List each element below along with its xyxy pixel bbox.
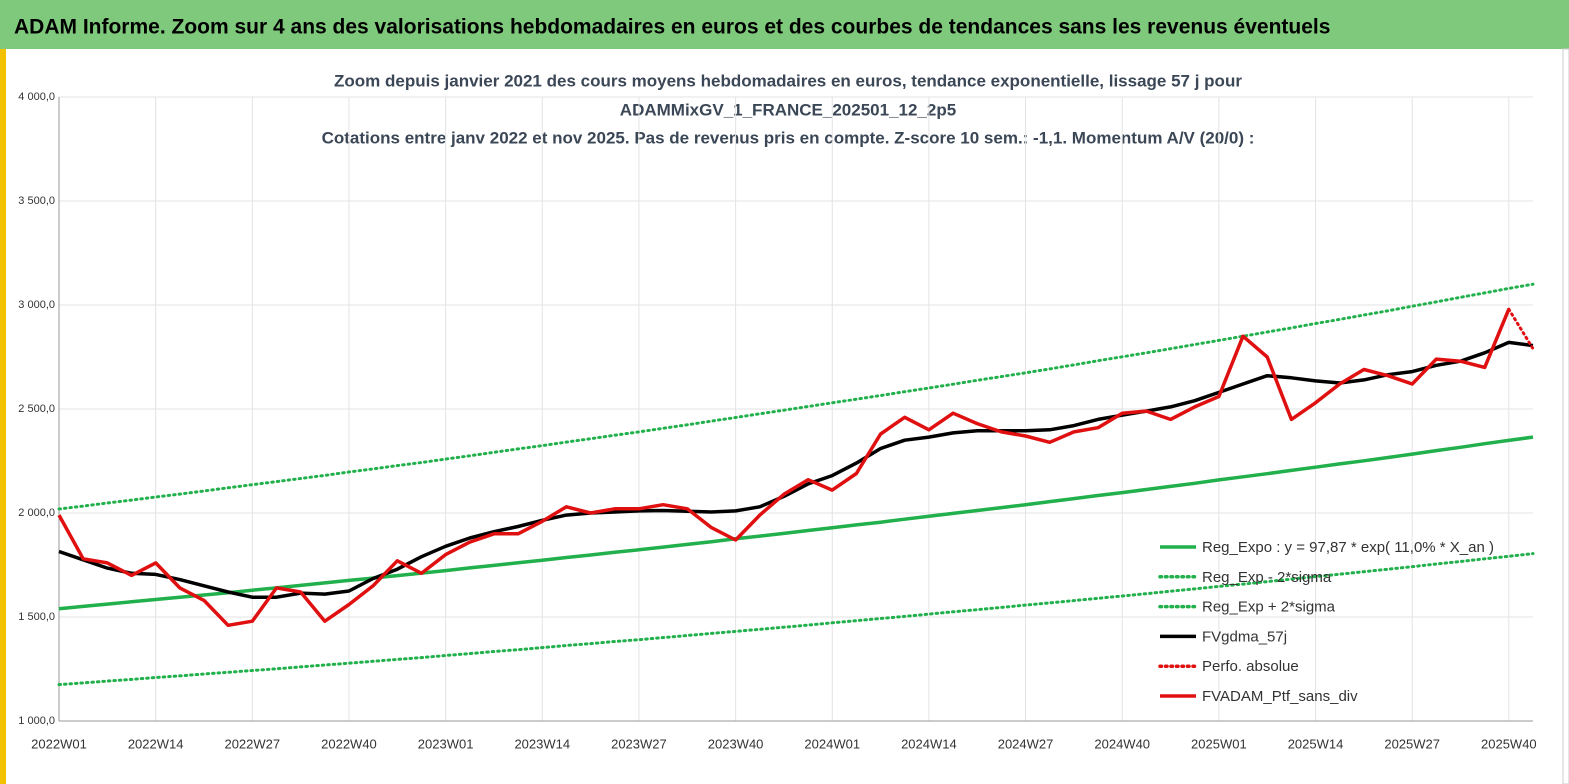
legend-label: FVgdma_57j bbox=[1202, 628, 1287, 645]
y-tick-label: 1 500,0 bbox=[18, 611, 55, 623]
line-series bbox=[58, 340, 1534, 599]
x-tick-label: 2022W14 bbox=[128, 736, 184, 751]
legend-label: Reg_Expo : y = 97,87 * exp( 11,0% * X_an… bbox=[1202, 539, 1494, 556]
x-tick-label: 2023W01 bbox=[418, 736, 474, 751]
x-tick-label: 2022W27 bbox=[224, 736, 280, 751]
x-tick-label: 2025W14 bbox=[1288, 736, 1344, 751]
x-tick-label: 2023W14 bbox=[514, 736, 570, 751]
frame-right bbox=[1562, 48, 1569, 784]
x-tick-label: 2024W01 bbox=[804, 736, 860, 751]
line-series bbox=[57, 552, 1535, 687]
y-tick-label: 2 500,0 bbox=[18, 403, 55, 415]
line-series bbox=[57, 308, 1511, 628]
y-tick-label: 2 000,0 bbox=[18, 507, 55, 519]
y-tick-label: 1 000,0 bbox=[18, 715, 55, 727]
legend-label: FVADAM_Ptf_sans_div bbox=[1202, 688, 1358, 705]
x-tick-label: 2023W40 bbox=[708, 736, 764, 751]
chart-title: ADAMMixGV_1_FRANCE_202501_12_2p5 bbox=[620, 100, 956, 119]
x-tick-label: 2024W27 bbox=[998, 736, 1054, 751]
x-tick-label: 2025W01 bbox=[1191, 736, 1247, 751]
header-bar bbox=[0, 0, 1569, 49]
y-tick-label: 3 000,0 bbox=[18, 299, 55, 311]
x-tick-label: 2024W14 bbox=[901, 736, 957, 751]
line-series bbox=[58, 435, 1534, 611]
legend-label: Perfo. absolue bbox=[1202, 658, 1299, 675]
legend-label: Reg_Exp - 2*sigma bbox=[1202, 569, 1332, 586]
line-series bbox=[57, 282, 1535, 511]
y-tick-label: 4 000,0 bbox=[18, 91, 55, 103]
x-tick-label: 2024W40 bbox=[1094, 736, 1150, 751]
x-tick-label: 2022W40 bbox=[321, 736, 377, 751]
x-tick-label: 2025W40 bbox=[1481, 736, 1537, 751]
chart-title: Cotations entre janv 2022 et nov 2025. P… bbox=[322, 128, 1255, 147]
frame-left bbox=[0, 49, 6, 784]
legend-label: Reg_Exp + 2*sigma bbox=[1202, 599, 1336, 616]
y-tick-label: 3 500,0 bbox=[18, 195, 55, 207]
x-tick-label: 2023W27 bbox=[611, 736, 667, 751]
x-tick-label: 2025W27 bbox=[1384, 736, 1440, 751]
chart-title: Zoom depuis janvier 2021 des cours moyen… bbox=[334, 71, 1242, 90]
line-series bbox=[1507, 307, 1535, 351]
header-title: ADAM Informe. Zoom sur 4 ans des valoris… bbox=[14, 16, 1330, 39]
x-tick-label: 2022W01 bbox=[31, 736, 87, 751]
